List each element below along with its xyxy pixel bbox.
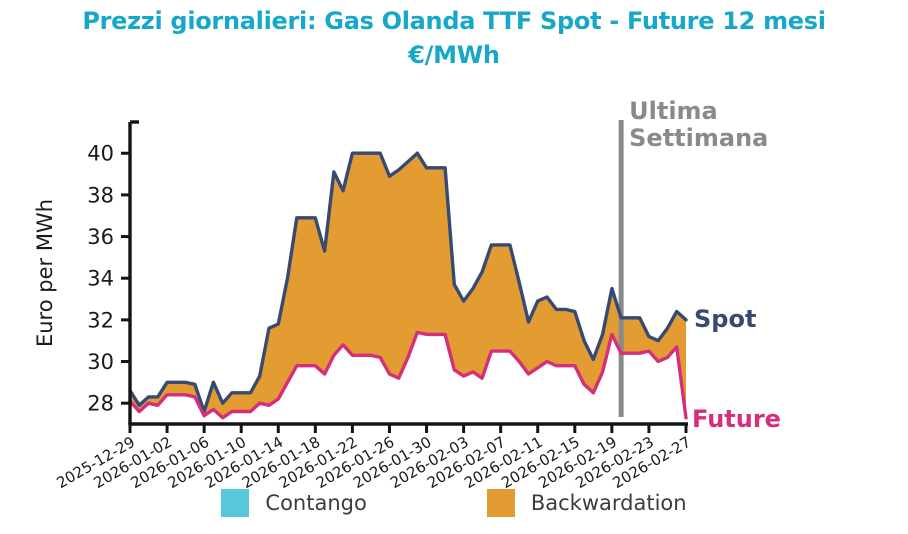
y-tick-label: 30 xyxy=(87,350,114,374)
ultima-label-line1: Ultima xyxy=(629,97,718,125)
y-axis-label: Euro per MWh xyxy=(33,199,57,347)
backwardation-area xyxy=(130,153,686,418)
y-tick-label: 28 xyxy=(87,392,114,416)
legend: Contango Backwardation xyxy=(0,489,908,517)
spot-line xyxy=(128,151,688,414)
chart-title-line1: Prezzi giornalieri: Gas Olanda TTF Spot … xyxy=(82,7,826,35)
y-axis: 28 30 32 34 36 38 40 xyxy=(87,142,130,416)
y-tick-label: 36 xyxy=(87,225,114,249)
chart-title-line2: €/MWh xyxy=(408,41,500,69)
backwardation-label: Backwardation xyxy=(530,491,687,515)
legend-item-backwardation: Backwardation xyxy=(486,489,687,517)
spot-end-label: Spot xyxy=(694,305,756,333)
future-end-label: Future xyxy=(692,405,781,433)
chart-title: Prezzi giornalieri: Gas Olanda TTF Spot … xyxy=(0,4,908,72)
ultima-label-line2: Settimana xyxy=(629,124,768,152)
contango-swatch xyxy=(221,489,250,517)
y-tick-label: 34 xyxy=(87,267,114,291)
axes-spines xyxy=(128,120,688,426)
y-tick-label: 40 xyxy=(87,142,114,166)
x-axis: 2025-12-292026-01-022026-01-062026-01-10… xyxy=(53,424,694,492)
contango-label: Contango xyxy=(265,491,367,515)
backwardation-swatch xyxy=(486,489,515,517)
y-tick-label: 32 xyxy=(87,308,114,332)
future-line xyxy=(128,330,688,420)
y-tick-label: 38 xyxy=(87,183,114,207)
legend-item-contango: Contango xyxy=(221,489,367,517)
